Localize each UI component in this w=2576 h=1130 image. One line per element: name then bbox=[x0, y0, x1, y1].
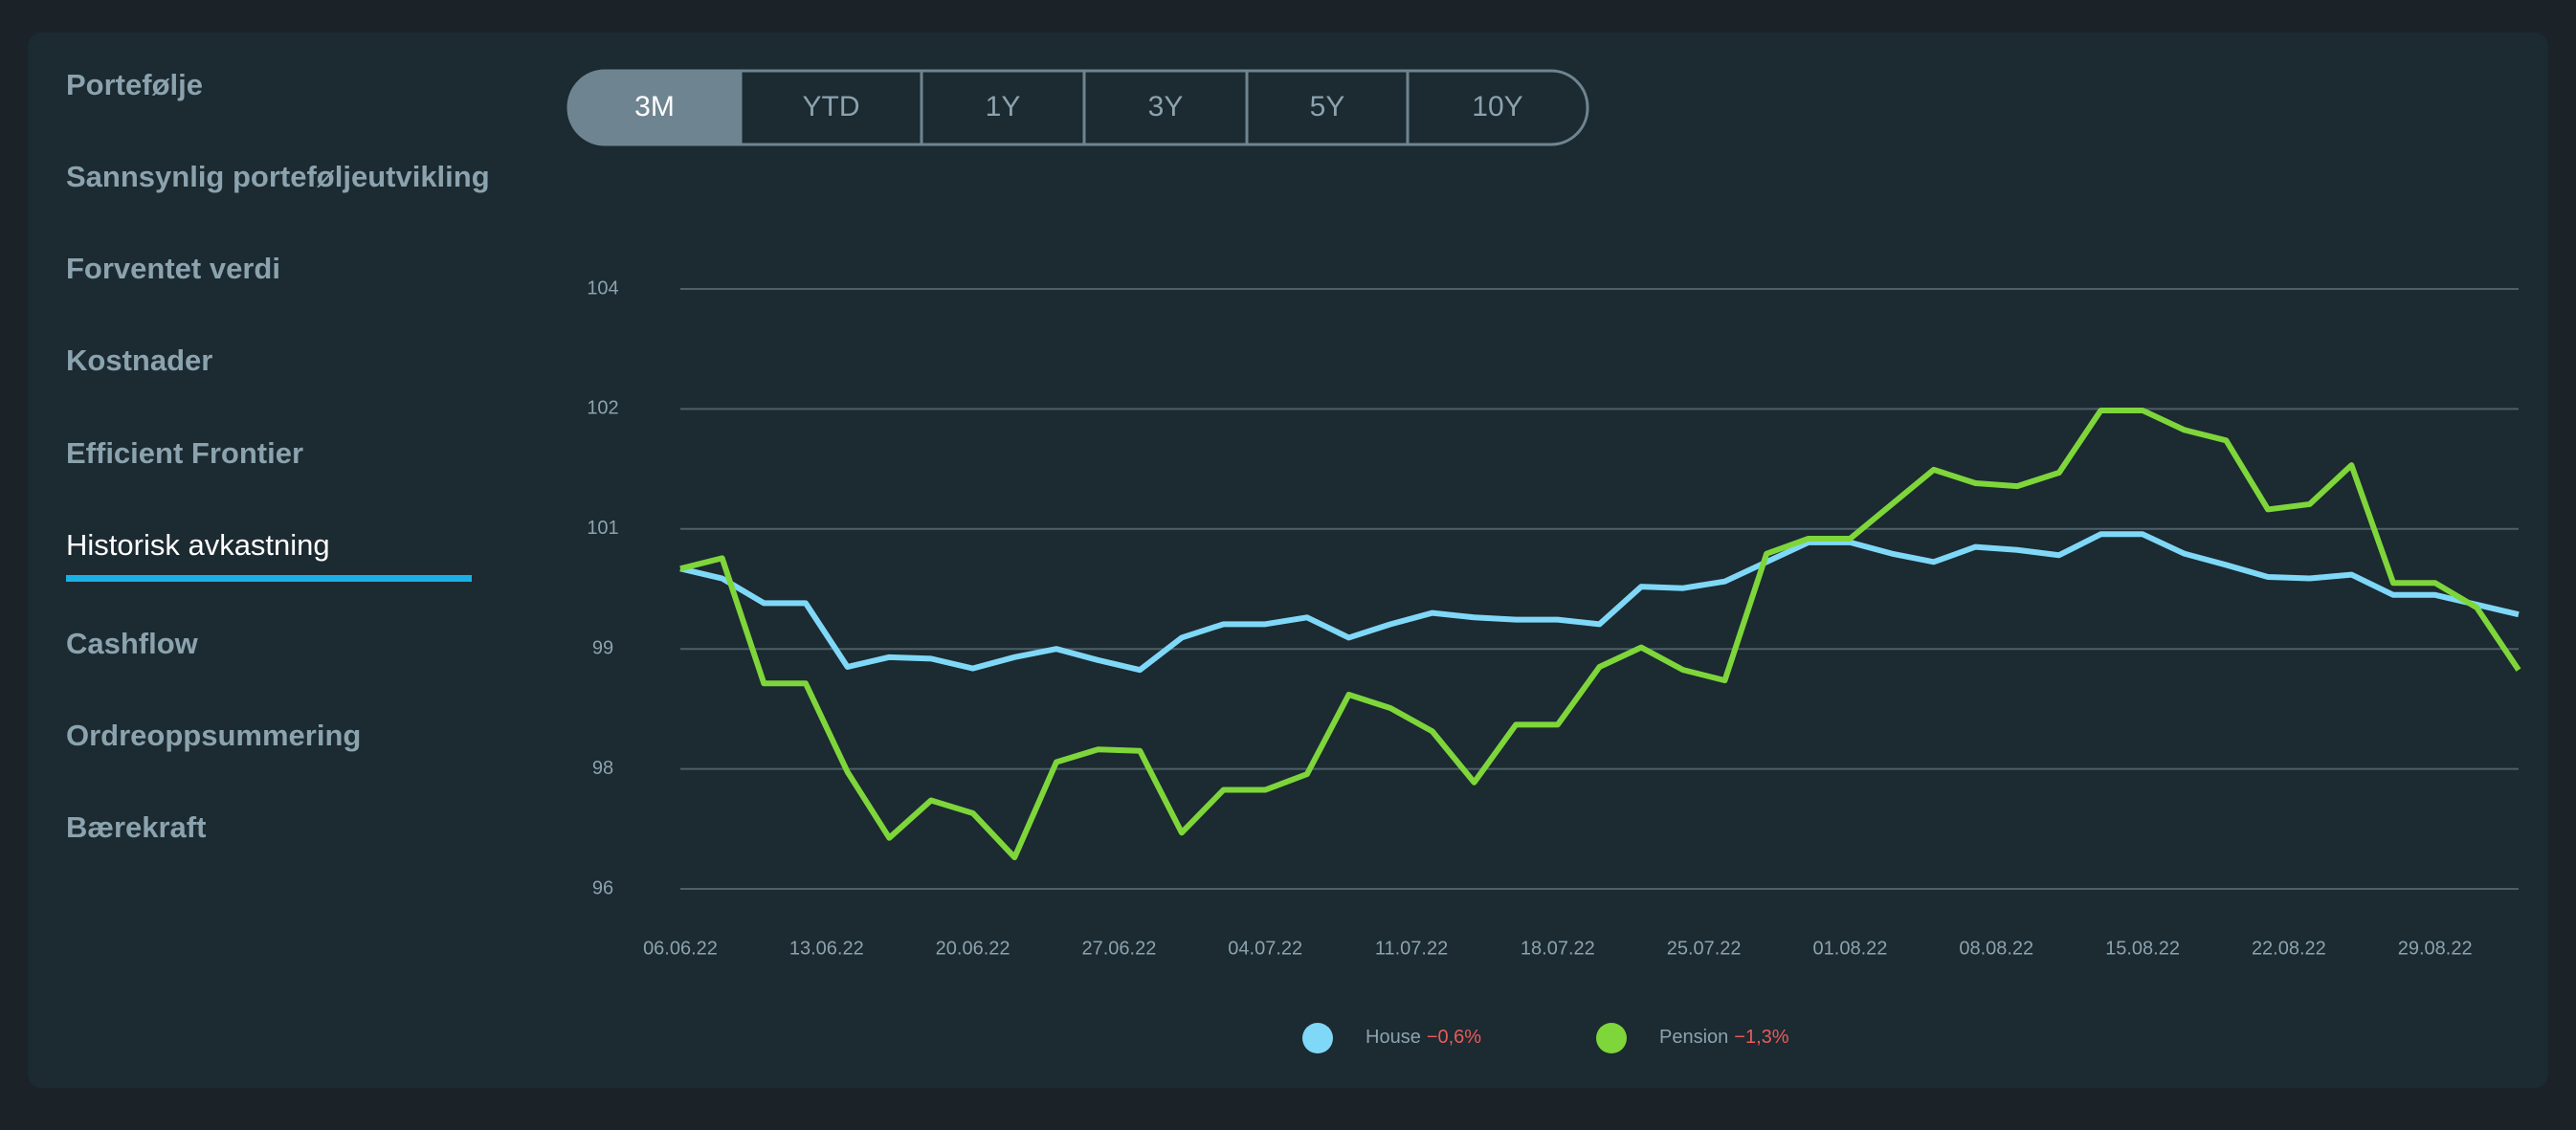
x-tick-label: 20.06.22 bbox=[936, 938, 1010, 959]
x-tick-label: 08.08.22 bbox=[1959, 938, 2033, 959]
nav-underline bbox=[66, 575, 472, 582]
period-button[interactable]: 5Y bbox=[1310, 91, 1345, 122]
y-tick-label: 98 bbox=[592, 758, 613, 779]
x-tick-label: 04.07.22 bbox=[1228, 938, 1302, 959]
nav-item[interactable]: Efficient Frontier bbox=[66, 436, 303, 470]
period-button[interactable]: YTD bbox=[803, 91, 860, 122]
nav-item[interactable]: Bærekraft bbox=[66, 810, 206, 844]
legend-label: House −0,6% bbox=[1366, 1027, 1481, 1048]
period-button[interactable]: 3M bbox=[634, 91, 675, 122]
period-button[interactable]: 1Y bbox=[986, 91, 1021, 122]
nav-item[interactable]: Portefølje bbox=[66, 68, 203, 101]
nav-item[interactable]: Sannsynlig porteføljeutvikling bbox=[66, 160, 490, 193]
legend-swatch bbox=[1596, 1023, 1627, 1053]
x-tick-label: 11.07.22 bbox=[1375, 938, 1448, 959]
x-tick-label: 25.07.22 bbox=[1667, 938, 1742, 959]
y-tick-label: 101 bbox=[587, 518, 618, 539]
legend-label: Pension −1,3% bbox=[1659, 1027, 1789, 1048]
legend-name: Pension bbox=[1659, 1027, 1728, 1048]
x-tick-label: 06.06.22 bbox=[643, 938, 718, 959]
x-tick-label: 22.08.22 bbox=[2252, 938, 2326, 959]
legend-name: House bbox=[1366, 1027, 1421, 1048]
x-tick-label: 18.07.22 bbox=[1521, 938, 1595, 959]
series-line bbox=[679, 531, 2520, 674]
period-active-bg bbox=[567, 71, 741, 144]
x-tick-label: 13.06.22 bbox=[789, 938, 864, 959]
nav-item[interactable]: Kostnader bbox=[66, 343, 212, 377]
nav-item[interactable]: Ordreoppsummering bbox=[66, 719, 361, 752]
y-tick-label: 99 bbox=[592, 637, 613, 658]
x-tick-label: 01.08.22 bbox=[1813, 938, 1888, 959]
period-button[interactable]: 10Y bbox=[1472, 91, 1522, 122]
x-tick-label: 29.08.22 bbox=[2398, 938, 2473, 959]
nav-item[interactable]: Cashflow bbox=[66, 627, 199, 660]
legend-swatch bbox=[1302, 1023, 1333, 1053]
nav-item[interactable]: Historisk avkastning bbox=[66, 528, 330, 562]
panel bbox=[28, 33, 2548, 1088]
series-line bbox=[679, 407, 2521, 861]
y-tick-label: 104 bbox=[587, 277, 618, 299]
legend-change: −0,6% bbox=[1427, 1027, 1481, 1048]
nav-item[interactable]: Forventet verdi bbox=[66, 252, 280, 285]
x-tick-label: 27.06.22 bbox=[1081, 938, 1156, 959]
period-button[interactable]: 3Y bbox=[1148, 91, 1184, 122]
x-tick-label: 15.08.22 bbox=[2105, 938, 2180, 959]
y-tick-label: 102 bbox=[587, 398, 618, 419]
y-tick-label: 96 bbox=[592, 877, 613, 898]
legend-change: −1,3% bbox=[1734, 1027, 1788, 1048]
